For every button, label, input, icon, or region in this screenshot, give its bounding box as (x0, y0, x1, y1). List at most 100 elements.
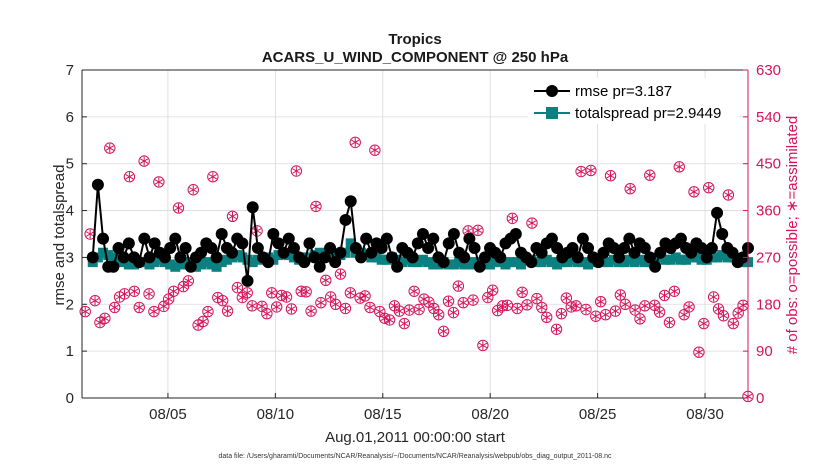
obs-point (487, 284, 499, 296)
obs-point (423, 296, 435, 308)
obs-point (433, 308, 445, 321)
obs-point (732, 307, 744, 319)
rmse-point (509, 228, 522, 240)
obs-point (599, 308, 612, 321)
rmse-point (391, 260, 404, 273)
obs-point (241, 287, 253, 299)
rmse-point (339, 213, 352, 226)
totalspread-point (505, 257, 516, 268)
rmse-point (365, 246, 378, 259)
totalspread-point (216, 257, 227, 268)
obs-point (403, 304, 415, 316)
obs-point (261, 307, 273, 320)
totalspread-point (314, 247, 325, 258)
obs-point (364, 301, 376, 314)
totalspread-point (423, 257, 434, 268)
obs-point (698, 317, 710, 330)
rmse-point (303, 237, 316, 250)
y-axis-label: rmse and totalspread (51, 165, 68, 306)
totalspread-point (691, 252, 702, 263)
obs-point (585, 164, 597, 177)
totalspread-point (242, 254, 253, 265)
rmse-point (174, 251, 187, 264)
x-tick-label: 08/05 (149, 406, 187, 423)
obs-point (369, 144, 381, 156)
totalspread-point (454, 257, 465, 268)
obs-point (683, 301, 695, 313)
rmse-point (700, 251, 713, 264)
axes (81, 69, 749, 399)
y-tick-label: 6 (66, 109, 74, 126)
rmse-point (226, 246, 239, 259)
y-tick-label: 4 (66, 203, 74, 220)
obs-point (442, 295, 455, 307)
totalspread-point (211, 261, 222, 272)
rmse-point (406, 251, 419, 264)
x-tick-label: 08/20 (471, 406, 509, 423)
obs-point (472, 224, 484, 237)
obs-point (604, 169, 617, 182)
obs-point (231, 281, 244, 294)
rmse-point (313, 260, 326, 273)
totalspread-point (196, 259, 207, 270)
rmse-point (215, 228, 228, 240)
rmse-point (318, 251, 331, 264)
obs-point (560, 292, 573, 304)
y-tick-label: 1 (66, 343, 74, 360)
totalspread-point (603, 257, 614, 268)
obs-point (722, 189, 735, 201)
totalspread-point (247, 257, 258, 268)
obs-point (143, 288, 155, 300)
rmse-point (334, 246, 347, 259)
x-tick-label: 08/25 (579, 406, 617, 423)
x-tick-label: 08/30 (686, 406, 724, 423)
obs-point (197, 315, 209, 328)
totalspread-point (665, 254, 676, 265)
rmse-point (458, 251, 471, 264)
rmse-point (143, 251, 156, 264)
rmse-point (380, 232, 393, 245)
obs-point (374, 305, 386, 318)
obs-point (202, 305, 214, 318)
obs-point (344, 287, 357, 299)
rmse-point (545, 232, 558, 245)
totalspread-point (180, 257, 191, 268)
obs-point (349, 136, 361, 149)
obs-point (516, 286, 528, 299)
obs-point (447, 306, 460, 319)
obs-point (609, 305, 622, 317)
left-y-axis: 0 1 2 3 4 5 6 7 (66, 62, 87, 407)
totalspread-point (412, 257, 423, 268)
totalspread-point (345, 238, 356, 249)
obs-point (226, 210, 239, 222)
obs-point (182, 275, 195, 287)
obs-point (153, 176, 165, 188)
totalspread-point (624, 254, 635, 265)
chart-subtitle: ACARS_U_WIND_COMPONENT @ 250 hPa (262, 49, 569, 66)
obs-point (123, 171, 136, 183)
totalspread-point (510, 257, 521, 268)
obs-point (614, 289, 627, 301)
totalspread-point (619, 257, 630, 268)
rmse-point (272, 237, 285, 250)
rmse-point (576, 232, 589, 245)
totalspread-point (722, 252, 733, 263)
legend-rmse-label: rmse pr=3.187 (575, 83, 672, 100)
y-tick-label: 0 (66, 390, 74, 407)
obs-point (707, 291, 720, 303)
obs-point (300, 286, 312, 298)
totalspread-point (490, 257, 501, 268)
obs-point (383, 314, 396, 326)
rmse-point (535, 246, 548, 259)
rmse-point (411, 237, 424, 250)
totalspread-point (541, 254, 552, 265)
rmse-point (158, 251, 171, 264)
obs-point (359, 290, 371, 302)
rmse-point (241, 274, 254, 287)
obs-point (104, 142, 116, 154)
rmse-point (427, 232, 440, 245)
legend-box (528, 78, 738, 124)
rmse-point (705, 242, 718, 255)
x-tick-label: 08/10 (257, 406, 295, 423)
